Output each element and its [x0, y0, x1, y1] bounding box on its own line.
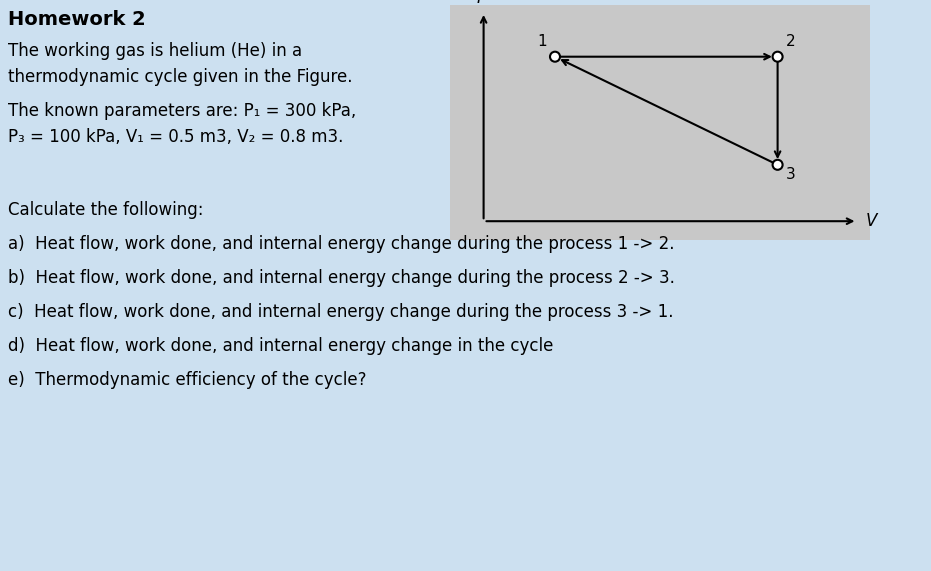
Text: 3: 3 — [786, 167, 795, 182]
Text: V: V — [866, 212, 877, 230]
Text: Calculate the following:: Calculate the following: — [8, 201, 204, 219]
Text: The working gas is helium (He) in a: The working gas is helium (He) in a — [8, 42, 303, 60]
Text: P: P — [477, 0, 487, 7]
Text: thermodynamic cycle given in the Figure.: thermodynamic cycle given in the Figure. — [8, 68, 353, 86]
Text: e)  Thermodynamic efficiency of the cycle?: e) Thermodynamic efficiency of the cycle… — [8, 371, 367, 389]
Circle shape — [773, 52, 783, 62]
Text: 2: 2 — [786, 34, 795, 49]
Text: a)  Heat flow, work done, and internal energy change during the process 1 -> 2.: a) Heat flow, work done, and internal en… — [8, 235, 674, 253]
Text: Homework 2: Homework 2 — [8, 10, 146, 29]
Bar — [450, 5, 870, 240]
Text: c)  Heat flow, work done, and internal energy change during the process 3 -> 1.: c) Heat flow, work done, and internal en… — [8, 303, 673, 321]
Text: 1: 1 — [537, 34, 547, 49]
Circle shape — [773, 160, 783, 170]
Text: b)  Heat flow, work done, and internal energy change during the process 2 -> 3.: b) Heat flow, work done, and internal en… — [8, 269, 675, 287]
Circle shape — [550, 52, 560, 62]
Text: The known parameters are: P₁ = 300 kPa,: The known parameters are: P₁ = 300 kPa, — [8, 102, 357, 120]
Text: P₃ = 100 kPa, V₁ = 0.5 m3, V₂ = 0.8 m3.: P₃ = 100 kPa, V₁ = 0.5 m3, V₂ = 0.8 m3. — [8, 128, 344, 146]
Text: d)  Heat flow, work done, and internal energy change in the cycle: d) Heat flow, work done, and internal en… — [8, 337, 553, 355]
